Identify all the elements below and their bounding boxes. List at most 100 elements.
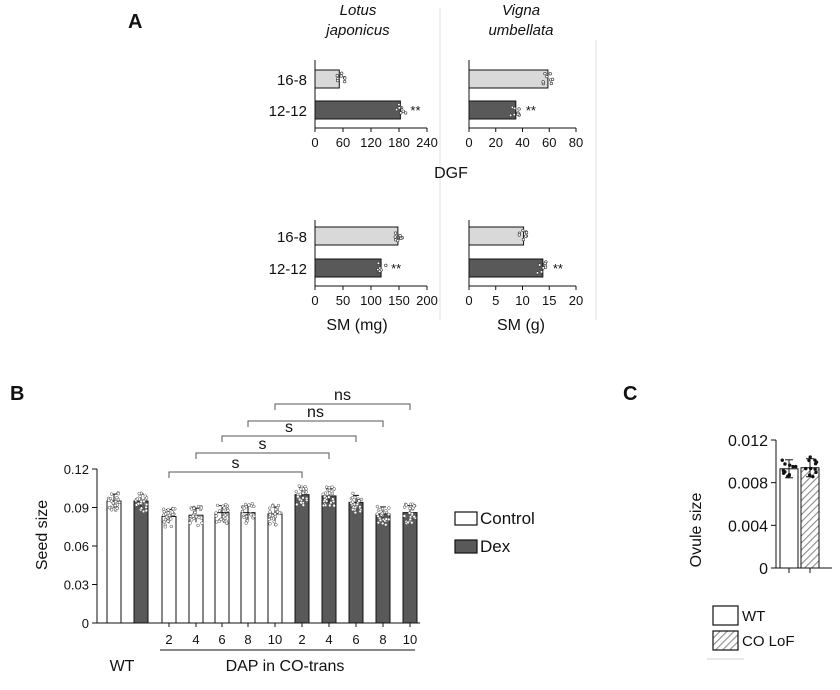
panel-a-data-point [517, 233, 521, 237]
panel-a-data-point [398, 234, 402, 238]
panel-b-data-point [404, 503, 409, 507]
panel-b-data-point [141, 509, 146, 514]
panel-b-bar [267, 513, 283, 624]
panel-a-data-point [521, 238, 525, 242]
panel-b-dap-label: 10 [403, 632, 417, 647]
panel-b-data-point [412, 515, 416, 519]
panel-a-data-point [539, 270, 544, 274]
panel-a-data-point [336, 79, 340, 83]
panel-b-data-point [171, 507, 175, 511]
panel-a-data-point [339, 74, 343, 78]
panel-b-data-point [304, 487, 308, 491]
panel-b-data-point [142, 499, 146, 503]
panel-c-data-point [783, 462, 787, 466]
panel-b-data-point [327, 491, 332, 495]
panel-b-data-point [244, 514, 249, 519]
panel-b-y-tick-label: 0.03 [64, 578, 89, 593]
panel-b-data-point [408, 506, 412, 511]
panel-b-data-point [330, 491, 335, 496]
panel-c-data-point [808, 466, 813, 471]
panel-c-data-point [780, 458, 784, 462]
panel-b-data-point [144, 502, 149, 507]
panel-b-dap-label: 2 [298, 632, 305, 647]
panel-b-data-point [107, 506, 112, 510]
panel-a-data-point [343, 80, 347, 84]
panel-b-bar [402, 512, 418, 624]
panel-b-wt-label: WT [110, 658, 135, 675]
legend-colof-swatch [712, 630, 739, 651]
panel-b-data-point [252, 514, 256, 518]
panel-b-data-point [166, 508, 170, 512]
panel-b-data-point [268, 522, 272, 526]
panel-a-data-point [543, 72, 547, 76]
panel-b-data-point [278, 511, 282, 515]
panel-b-comparison-label: ns [334, 387, 351, 404]
panel-a-x-tick-label: 5 [492, 293, 499, 308]
panel-b-data-point [297, 484, 301, 488]
panel-b-data-point [274, 507, 278, 512]
panel-b-data-point [276, 503, 281, 508]
panel-b-data-point [219, 517, 223, 521]
panel-b-data-point [188, 521, 192, 525]
panel-label-a: A [128, 11, 142, 33]
panel-a-data-point [543, 261, 547, 266]
panel-a-data-point [516, 112, 520, 116]
panel-b-data-point [327, 495, 331, 499]
panel-a-sm-g-xlabel: SM (g) [497, 317, 545, 334]
panel-c-data-point [813, 467, 817, 471]
panel-b-data-point [272, 519, 276, 524]
panel-b-data-point [166, 519, 170, 523]
panel-b-data-point [217, 519, 221, 523]
legend-dex-swatch [454, 539, 478, 554]
panel-a-x-tick-label: 0 [311, 135, 318, 150]
panel-a-data-point [335, 74, 339, 78]
panel-b-data-point [109, 508, 114, 512]
panel-b-comparison-bracket [221, 435, 357, 442]
panel-b-data-point [301, 496, 305, 500]
panel-a-data-point [535, 271, 540, 275]
panel-b-comparison-label: s [259, 436, 267, 453]
panel-b-data-point [358, 509, 362, 514]
panel-b-data-point [169, 524, 173, 529]
panel-b-data-point [224, 502, 228, 507]
panel-b-data-point [305, 496, 309, 501]
panel-b-comparison-label: ns [307, 404, 324, 421]
panel-a-data-point [399, 236, 403, 240]
panel-b-y-tick-label: 0 [82, 616, 89, 631]
panel-b-data-point [137, 491, 141, 496]
panel-b-data-point [351, 500, 355, 504]
panel-b-xlabel: DAP in CO-trans [226, 658, 345, 675]
panel-b-data-point [115, 506, 119, 511]
panel-b-comparison-bracket [195, 452, 330, 459]
panel-b-dap-label: 8 [379, 632, 386, 647]
panel-a-data-point [393, 231, 398, 235]
panel-b-data-point [406, 520, 410, 525]
panel-a-data-point [541, 80, 545, 84]
panel-a-data-point [509, 113, 513, 117]
panel-b-data-point [169, 517, 173, 521]
panel-c-y-tick-label: 0 [759, 561, 768, 578]
panel-b-data-point [384, 509, 388, 513]
panel-b-data-point [249, 513, 253, 517]
panel-b-data-point [163, 525, 167, 529]
panel-a-data-point [393, 235, 397, 239]
panel-a-x-tick-label: 150 [388, 293, 410, 308]
panel-b-data-point [375, 504, 380, 509]
panel-c-data-point [811, 474, 815, 479]
panel-b-y-tick-label: 0.12 [64, 462, 89, 477]
panel-b-data-point [193, 510, 197, 515]
panel-b-data-point [376, 521, 381, 525]
panel-b-dap-label: 8 [244, 632, 251, 647]
panel-b-dap-label: 4 [325, 632, 332, 647]
panel-a-bar [468, 69, 549, 89]
panel-b-dap-label: 2 [165, 632, 172, 647]
panel-b-comparison-label: s [232, 455, 240, 472]
panel-b-bar [188, 514, 204, 624]
panel-b-data-point [196, 504, 201, 509]
panel-a-category-label: 12-12 [269, 261, 307, 278]
panel-b-data-point [298, 497, 302, 502]
panel-c-plot: 0 0.004 0.008 0.012 [728, 433, 832, 578]
panel-c-data-point [808, 455, 812, 459]
panel-b-data-point [410, 521, 414, 525]
panel-b-comparison-bracket [274, 403, 411, 410]
